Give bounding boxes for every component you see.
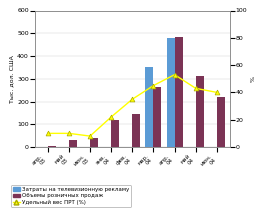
Legend: Затраты на телевизионную рекламу, Объемы розничных продаж, Удельный вес ПРТ (%): Затраты на телевизионную рекламу, Объемы… (11, 185, 131, 207)
Bar (146, 67, 153, 147)
Bar (167, 38, 175, 147)
Bar (217, 97, 225, 147)
Bar (153, 87, 161, 147)
Bar (48, 146, 56, 147)
Bar (175, 37, 183, 147)
Y-axis label: %: % (250, 76, 255, 82)
Bar (132, 114, 140, 147)
Y-axis label: Тыс. дол. США: Тыс. дол. США (9, 55, 14, 103)
Bar (69, 140, 77, 147)
Bar (196, 76, 204, 147)
Bar (90, 138, 98, 147)
Bar (111, 120, 119, 147)
